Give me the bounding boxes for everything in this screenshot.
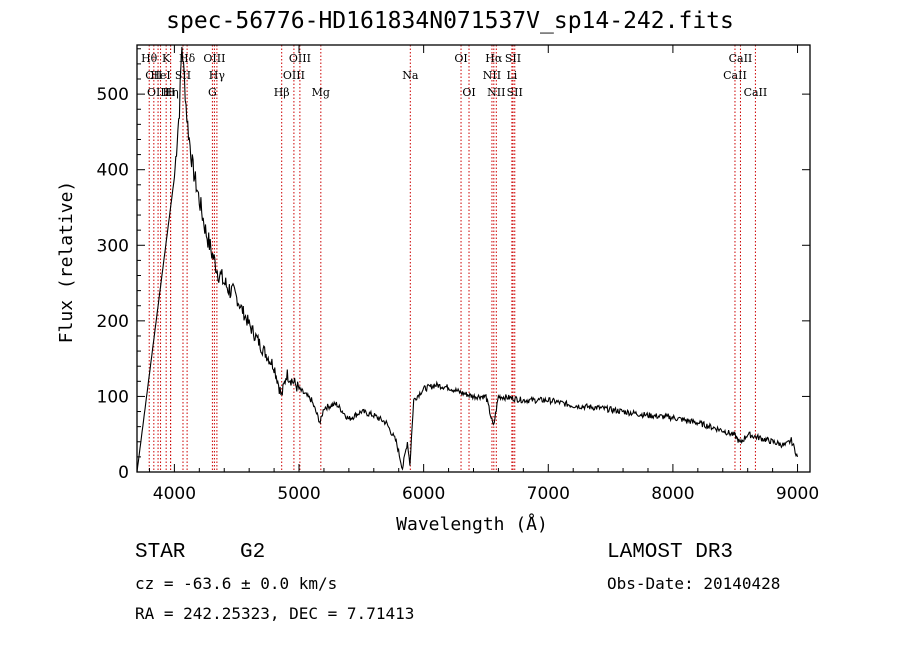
marker-label: CaII (723, 69, 747, 82)
chart-title: spec-56776-HD161834N071537V_sp14-242.fit… (166, 8, 734, 34)
marker-label: CaII (744, 86, 768, 99)
redshift-cz: cz = -63.6 ± 0.0 km/s (135, 574, 338, 593)
marker-label: Mg (312, 86, 330, 99)
marker-label: NII (487, 86, 505, 99)
obs-date: Obs-Date: 20140428 (607, 574, 781, 593)
y-tick-label: 200 (97, 312, 129, 332)
y-tick-label: 400 (97, 161, 129, 181)
y-tick-label: 300 (97, 236, 129, 256)
marker-label: Li (506, 69, 517, 82)
marker-label: CaII (729, 52, 753, 65)
y-axis-ticks: 0 100 200 300 400 500 (97, 48, 810, 483)
marker-label: Na (402, 69, 419, 82)
survey-name: LAMOST DR3 (607, 541, 734, 564)
marker-label: Hη (163, 86, 179, 99)
x-tick-label: 6000 (402, 484, 445, 504)
x-tick-label: 4000 (153, 484, 196, 504)
y-tick-label: 0 (118, 463, 129, 483)
marker-label: OIII (283, 69, 305, 82)
marker-label: NII (483, 69, 501, 82)
x-tick-label: 5000 (277, 484, 320, 504)
marker-label: Hα (485, 52, 503, 65)
marker-label: SII (505, 52, 521, 65)
marker-label: CII (145, 69, 162, 82)
x-tick-label: 8000 (651, 484, 694, 504)
marker-label: OIII (289, 52, 311, 65)
marker-label: Hθ (141, 52, 158, 65)
subclass: G2 (240, 541, 266, 564)
marker-label: HeI (150, 69, 170, 82)
marker-label: Hγ (209, 69, 226, 82)
y-tick-label: 500 (97, 85, 129, 105)
x-axis-ticks: 4000 5000 6000 7000 8000 9000 (148, 45, 819, 504)
marker-label: G (208, 86, 217, 99)
marker-label: OIII (147, 86, 169, 99)
y-axis-label: Flux (relative) (56, 181, 77, 344)
x-axis-label: Wavelength (Å) (396, 513, 548, 535)
coordinates: RA = 242.25323, DEC = 7.71413 (135, 604, 415, 623)
y-tick-label: 100 (97, 387, 129, 407)
object-type: STAR (135, 541, 186, 564)
marker-label: H (166, 86, 176, 99)
marker-label: OIII (203, 52, 225, 65)
marker-label: OI (454, 52, 467, 65)
spectrum-line (136, 46, 799, 473)
marker-label: OI (462, 86, 475, 99)
marker-label: Hβ (274, 86, 290, 99)
marker-label: SII (507, 86, 523, 99)
marker-label: K (162, 52, 171, 65)
x-tick-label: 9000 (776, 484, 819, 504)
plot-frame (136, 44, 811, 473)
x-tick-label: 7000 (527, 484, 570, 504)
line-markers (148, 45, 756, 472)
marker-label: SII (175, 69, 191, 82)
